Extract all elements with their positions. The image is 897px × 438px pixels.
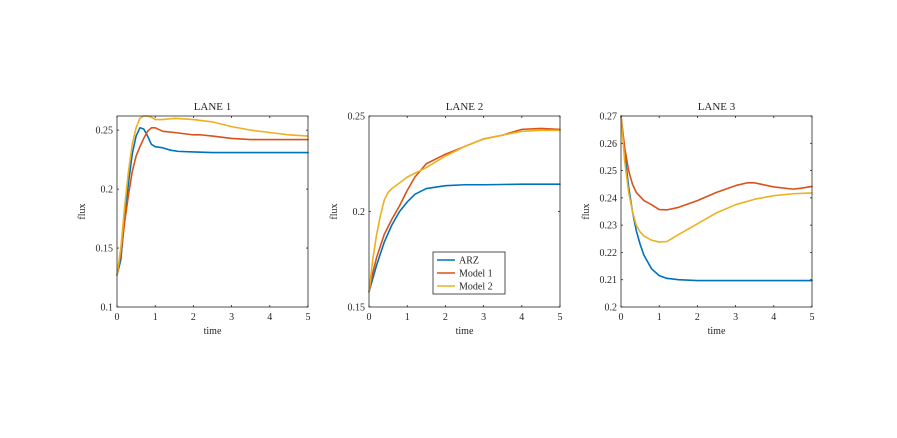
y-tick-label: 0.15 [348,303,366,314]
y-tick-label: 0.26 [600,139,618,150]
y-tick-label: 0.1 [101,303,114,314]
series-line-model-2 [620,115,813,243]
chart-title: LANE 3 [698,101,736,113]
x-tick-label: 5 [810,312,815,323]
y-tick-label: 0.25 [600,166,618,177]
y-axis-label: flux [329,203,340,219]
y-tick-label: 0.25 [348,112,366,123]
x-tick-label: 0 [619,312,624,323]
series-line-model-2 [116,115,309,276]
x-tick-label: 5 [558,312,563,323]
x-axis-label: time [456,326,474,337]
y-tick-label: 0.2 [605,303,618,314]
series-line-model-1 [116,126,309,276]
series-line-model-1 [620,115,813,211]
x-axis-label: time [708,326,726,337]
series-line-arz [116,126,309,276]
chart-panel-1: 0 1 2 3 4 5 0.1 0.15 0.2 0.25 LANE 1 time flux [77,101,311,337]
x-tick-label: 0 [115,312,120,323]
chart-panel-2: 0 1 2 3 4 5 0.15 0.2 0.25 LANE 2 time flux ARZ Model … [329,101,563,337]
axes-box [620,115,813,308]
y-tick-label: 0.15 [96,244,114,255]
chart-title: LANE 1 [194,101,232,113]
y-tick-label: 0.23 [600,221,618,232]
x-tick-label: 1 [405,312,410,323]
x-tick-label: 3 [733,312,738,323]
x-tick-label: 2 [191,312,196,323]
chart-title: LANE 2 [446,101,484,113]
series-line-arz [620,115,813,282]
legend-label-model-2: Model 2 [459,282,493,293]
y-tick-label: 0.22 [600,248,618,259]
x-tick-label: 2 [443,312,448,323]
x-tick-label: 2 [695,312,700,323]
y-tick-label: 0.24 [600,193,618,204]
x-tick-label: 4 [771,312,776,323]
x-axis-label: time [204,326,222,337]
chart-panel-3: 0 1 2 3 4 5 0.2 0.21 0.22 0.23 0.24 0.25 0.26 0.27 LAN… [581,101,815,337]
x-tick-label: 1 [657,312,662,323]
series-line-model-2 [368,129,561,293]
legend-label-arz: ARZ [459,256,479,267]
y-axis-label: flux [77,203,88,219]
y-tick-label: 0.27 [600,112,618,123]
x-tick-label: 3 [481,312,486,323]
axes-box [116,115,309,308]
legend: ARZ Model 1 Model 2 [432,251,506,295]
x-tick-label: 4 [519,312,524,323]
y-tick-label: 0.2 [101,185,114,196]
series-line-arz [368,183,561,293]
x-tick-label: 1 [153,312,158,323]
y-tick-label: 0.2 [353,207,366,218]
y-axis-label: flux [581,203,592,219]
x-tick-label: 3 [229,312,234,323]
x-tick-label: 0 [367,312,372,323]
y-tick-label: 0.21 [600,275,618,286]
x-tick-label: 5 [306,312,311,323]
y-tick-label: 0.25 [96,126,114,137]
x-tick-label: 4 [267,312,272,323]
legend-label-model-1: Model 1 [459,269,493,280]
